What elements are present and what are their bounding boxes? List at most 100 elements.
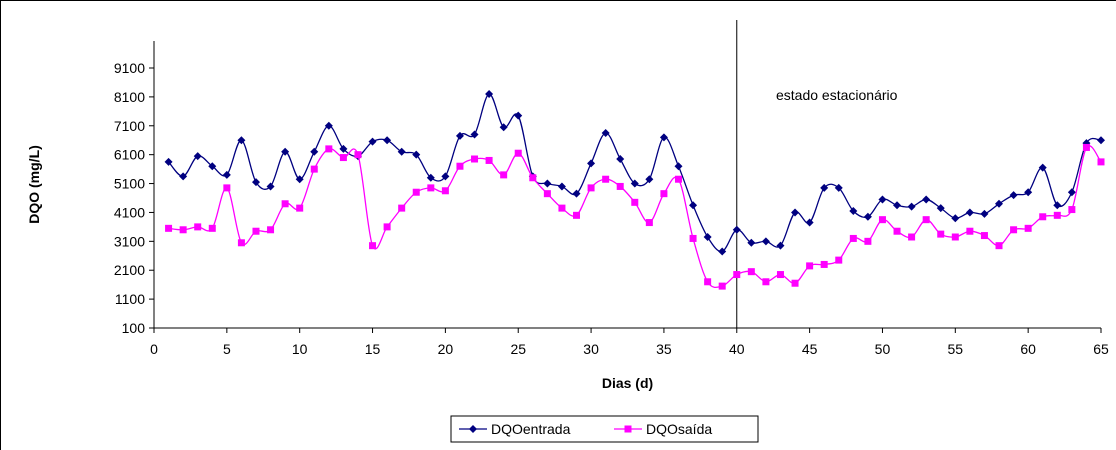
x-tick-label: 65: [1093, 341, 1109, 357]
series-line-entrada: [168, 93, 1102, 253]
data-point-saida: [179, 226, 187, 234]
data-point-entrada: [1038, 163, 1047, 172]
data-point-entrada: [791, 208, 800, 217]
x-tick-label: 30: [583, 341, 599, 357]
x-tick-label: 20: [438, 341, 454, 357]
data-point-entrada: [980, 209, 989, 218]
data-point-entrada: [1067, 188, 1076, 197]
y-tick-label: 100: [122, 320, 146, 336]
data-point-saida: [500, 171, 508, 179]
data-point-saida: [456, 162, 464, 170]
legend-box: [450, 415, 759, 443]
data-point-entrada: [630, 179, 639, 188]
data-point-entrada: [485, 90, 494, 98]
data-point-entrada: [251, 178, 260, 187]
data-point-saida: [267, 226, 275, 234]
data-point-saida: [252, 227, 260, 235]
x-tick-label: 60: [1020, 341, 1036, 357]
data-point-saida: [587, 184, 595, 192]
data-point-saida: [995, 242, 1003, 250]
data-point-entrada: [237, 136, 246, 145]
data-point-entrada: [164, 157, 173, 166]
data-point-saida: [864, 237, 872, 245]
data-point-saida: [704, 278, 712, 286]
data-point-entrada: [616, 155, 625, 163]
data-point-entrada: [834, 183, 843, 192]
data-point-saida: [937, 230, 945, 238]
annotation-label: estado estacionário: [776, 87, 898, 103]
data-point-saida: [165, 224, 173, 232]
data-point-entrada: [324, 121, 333, 130]
data-point-entrada: [339, 144, 348, 153]
x-tick-label: 50: [875, 341, 891, 357]
data-point-entrada: [674, 162, 683, 171]
y-tick-label: 9100: [114, 60, 145, 76]
data-point-saida: [398, 204, 406, 212]
y-axis-title: DQO (mg/L): [26, 145, 42, 224]
data-point-saida: [951, 233, 959, 241]
data-point-entrada: [281, 147, 290, 156]
data-point-saida: [485, 156, 493, 164]
data-point-saida: [354, 151, 362, 159]
data-point-entrada: [383, 136, 392, 145]
data-point-entrada: [1024, 188, 1033, 197]
data-point-saida: [543, 190, 551, 198]
data-point-saida: [966, 227, 974, 235]
data-point-entrada: [310, 147, 319, 156]
data-point-saida: [427, 184, 435, 192]
data-point-entrada: [703, 233, 712, 241]
legend-marker-saida: [624, 425, 632, 433]
legend-item-saida: DQOsaída: [614, 421, 712, 437]
data-point-entrada: [776, 241, 785, 250]
data-point-saida: [1010, 226, 1018, 234]
data-point-saida: [573, 211, 581, 219]
data-point-entrada: [412, 150, 421, 159]
data-point-entrada: [1053, 201, 1062, 210]
data-point-saida: [922, 216, 930, 224]
data-point-entrada: [732, 225, 741, 234]
data-point-saida: [296, 204, 304, 212]
legend-label-entrada: DQOentrada: [491, 421, 571, 437]
data-point-saida: [602, 175, 610, 183]
data-point-saida: [980, 232, 988, 240]
data-point-saida: [383, 223, 391, 231]
data-point-entrada: [645, 175, 654, 184]
data-point-saida: [631, 198, 639, 206]
data-point-entrada: [572, 189, 581, 198]
x-tick-label: 55: [948, 341, 964, 357]
data-point-saida: [529, 174, 537, 182]
data-point-saida: [281, 200, 289, 208]
data-point-saida: [733, 271, 741, 279]
data-point-entrada: [965, 208, 974, 217]
data-point-entrada: [208, 162, 217, 171]
x-tick-label: 5: [223, 341, 231, 357]
data-point-saida: [441, 187, 449, 195]
x-axis-title: Dias (d): [602, 375, 653, 391]
data-point-entrada: [222, 170, 231, 179]
data-point-entrada: [441, 172, 450, 181]
data-point-saida: [369, 242, 377, 250]
data-point-entrada: [878, 195, 887, 204]
legend-marker-entrada: [469, 425, 477, 433]
legend-item-entrada: DQOentrada: [459, 421, 571, 437]
data-point-entrada: [470, 130, 479, 139]
data-point-entrada: [543, 179, 552, 188]
data-point-entrada: [689, 201, 698, 210]
data-point-entrada: [907, 202, 916, 211]
data-point-saida: [471, 155, 479, 163]
y-tick-label: 5100: [114, 176, 145, 192]
data-point-saida: [514, 149, 522, 157]
data-point-saida: [806, 262, 814, 270]
legend-label-saida: DQOsaída: [646, 421, 712, 437]
y-tick-label: 1100: [115, 291, 145, 307]
data-point-saida: [223, 184, 231, 192]
data-point-saida: [689, 234, 697, 242]
data-point-saida: [660, 190, 668, 198]
data-point-saida: [747, 268, 755, 276]
data-point-saida: [820, 260, 828, 268]
data-point-saida: [908, 233, 916, 241]
data-point-entrada: [295, 175, 304, 184]
data-point-saida: [835, 256, 843, 264]
data-point-entrada: [820, 183, 829, 192]
